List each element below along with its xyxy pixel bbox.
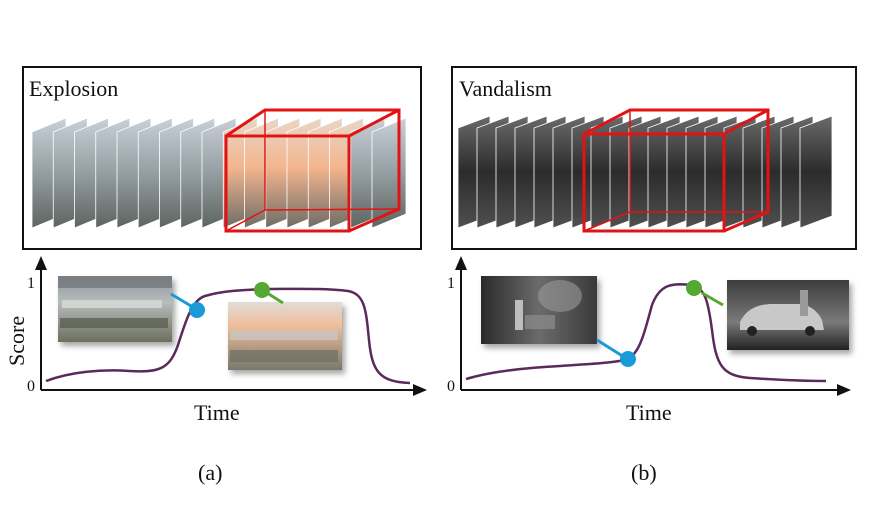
explosion-frame-17 (371, 117, 407, 229)
low-score-marker-b (620, 351, 636, 367)
explosion-highlight-cuboid (224, 108, 401, 233)
time-axis-label-a: Time (194, 400, 240, 425)
vandalism-before-connector (596, 338, 625, 359)
vandalism-thumbnail-before (481, 276, 597, 344)
y-tick-0-b: 0 (447, 378, 455, 395)
score-axes-b (455, 256, 851, 396)
explosion-frame-stack (31, 117, 407, 229)
caption-a: (a) (198, 460, 223, 485)
y-tick-1-a: 1 (27, 275, 35, 292)
vandalism-frame-stack (457, 115, 833, 229)
time-axis-label-b: Time (626, 400, 672, 425)
vandalism-highlight-cuboid (582, 108, 770, 233)
vandalism-thumbnail-during (727, 280, 849, 350)
score-axes-a (35, 256, 427, 396)
explosion-thumbnail-during (228, 302, 342, 370)
high-score-marker-b (686, 280, 702, 296)
caption-b: (b) (631, 460, 657, 485)
anomaly-score-curve-b (465, 283, 827, 383)
explosion-thumbnail-before (58, 276, 172, 342)
y-tick-0-a: 0 (27, 378, 35, 395)
explosion-title: Explosion (29, 76, 119, 101)
score-axis-label: Score (4, 315, 29, 366)
y-tick-1-b: 1 (447, 275, 455, 292)
high-score-marker-a (254, 282, 270, 298)
anomaly-score-curve-a (45, 287, 411, 385)
vandalism-title: Vandalism (459, 76, 552, 101)
vandalism-frame-19 (799, 115, 833, 229)
vandalism-during-connector (701, 291, 724, 307)
low-score-marker-a (189, 302, 205, 318)
